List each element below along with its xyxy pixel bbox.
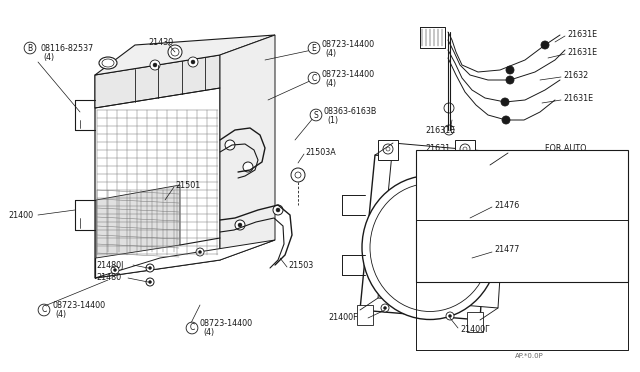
Polygon shape (378, 140, 398, 160)
Text: (1): (1) (327, 115, 338, 125)
Circle shape (171, 48, 179, 56)
Circle shape (463, 147, 467, 151)
Polygon shape (220, 35, 275, 260)
Circle shape (273, 205, 283, 215)
Circle shape (506, 66, 514, 74)
Circle shape (381, 304, 389, 312)
Polygon shape (357, 305, 373, 325)
Ellipse shape (99, 57, 117, 69)
Circle shape (506, 76, 514, 84)
Circle shape (113, 269, 116, 272)
Text: 21501: 21501 (175, 180, 200, 189)
Text: (4): (4) (325, 78, 336, 87)
Circle shape (146, 278, 154, 286)
Text: 21631E: 21631E (563, 93, 593, 103)
Circle shape (501, 98, 509, 106)
Circle shape (460, 144, 470, 154)
Polygon shape (95, 55, 220, 108)
Text: 21631E: 21631E (567, 48, 597, 57)
Circle shape (291, 168, 305, 182)
Ellipse shape (370, 183, 490, 311)
Text: (4): (4) (203, 328, 214, 337)
Text: 21631: 21631 (425, 144, 450, 153)
Circle shape (446, 312, 454, 320)
Polygon shape (95, 240, 275, 278)
Circle shape (238, 223, 242, 227)
Circle shape (148, 280, 152, 283)
Circle shape (111, 266, 119, 274)
Circle shape (150, 60, 160, 70)
Text: B: B (28, 44, 33, 52)
Text: C: C (42, 305, 47, 314)
Text: C: C (189, 324, 195, 333)
Circle shape (191, 60, 195, 64)
Text: 21430: 21430 (148, 38, 173, 46)
Circle shape (295, 172, 301, 178)
Text: 21480J: 21480J (96, 260, 124, 269)
Circle shape (383, 307, 387, 310)
Text: 08723-14400: 08723-14400 (200, 320, 253, 328)
Polygon shape (360, 155, 490, 320)
Circle shape (196, 248, 204, 256)
Polygon shape (95, 35, 275, 75)
Circle shape (276, 208, 280, 212)
Circle shape (188, 57, 198, 67)
Text: S: S (314, 110, 318, 119)
Text: FOR AUTO: FOR AUTO (545, 144, 586, 153)
Circle shape (146, 264, 154, 272)
Text: 08723-14400: 08723-14400 (52, 301, 105, 311)
Text: 21632: 21632 (563, 71, 588, 80)
Ellipse shape (102, 59, 114, 67)
Text: 21631E: 21631E (567, 29, 597, 38)
Text: 08723-14400: 08723-14400 (322, 70, 375, 78)
Text: 21503: 21503 (288, 260, 313, 269)
Text: 21477: 21477 (494, 246, 520, 254)
Circle shape (449, 314, 451, 317)
Text: AP.*0.0P: AP.*0.0P (515, 353, 544, 359)
Circle shape (383, 144, 393, 154)
Text: 08116-82537: 08116-82537 (40, 44, 93, 52)
Polygon shape (96, 185, 180, 258)
Circle shape (386, 147, 390, 151)
Circle shape (153, 63, 157, 67)
Text: 21631E: 21631E (425, 125, 455, 135)
Circle shape (541, 41, 549, 49)
Circle shape (168, 45, 182, 59)
Circle shape (198, 250, 202, 253)
Text: C: C (312, 74, 317, 83)
Circle shape (235, 220, 245, 230)
Circle shape (243, 162, 253, 172)
Text: E: E (312, 44, 316, 52)
Text: 21476: 21476 (494, 201, 519, 209)
Polygon shape (378, 143, 508, 308)
Text: 08723-14400: 08723-14400 (322, 39, 375, 48)
Circle shape (444, 125, 454, 135)
Polygon shape (455, 140, 475, 160)
Text: 21480: 21480 (96, 273, 121, 282)
Circle shape (148, 266, 152, 269)
Text: (4): (4) (325, 48, 336, 58)
Polygon shape (467, 312, 483, 332)
Circle shape (502, 116, 510, 124)
Text: (4): (4) (43, 52, 54, 61)
Circle shape (225, 140, 235, 150)
Text: (4): (4) (55, 311, 66, 320)
Circle shape (444, 103, 454, 113)
Bar (416, 150, 628, 282)
Polygon shape (95, 55, 220, 278)
Text: 21400Γ: 21400Γ (460, 326, 490, 334)
Ellipse shape (362, 176, 498, 320)
Text: 21400: 21400 (8, 211, 33, 219)
Text: 21400F: 21400F (328, 314, 358, 323)
Text: 21503A: 21503A (305, 148, 336, 157)
Text: 08363-6163B: 08363-6163B (324, 106, 378, 115)
